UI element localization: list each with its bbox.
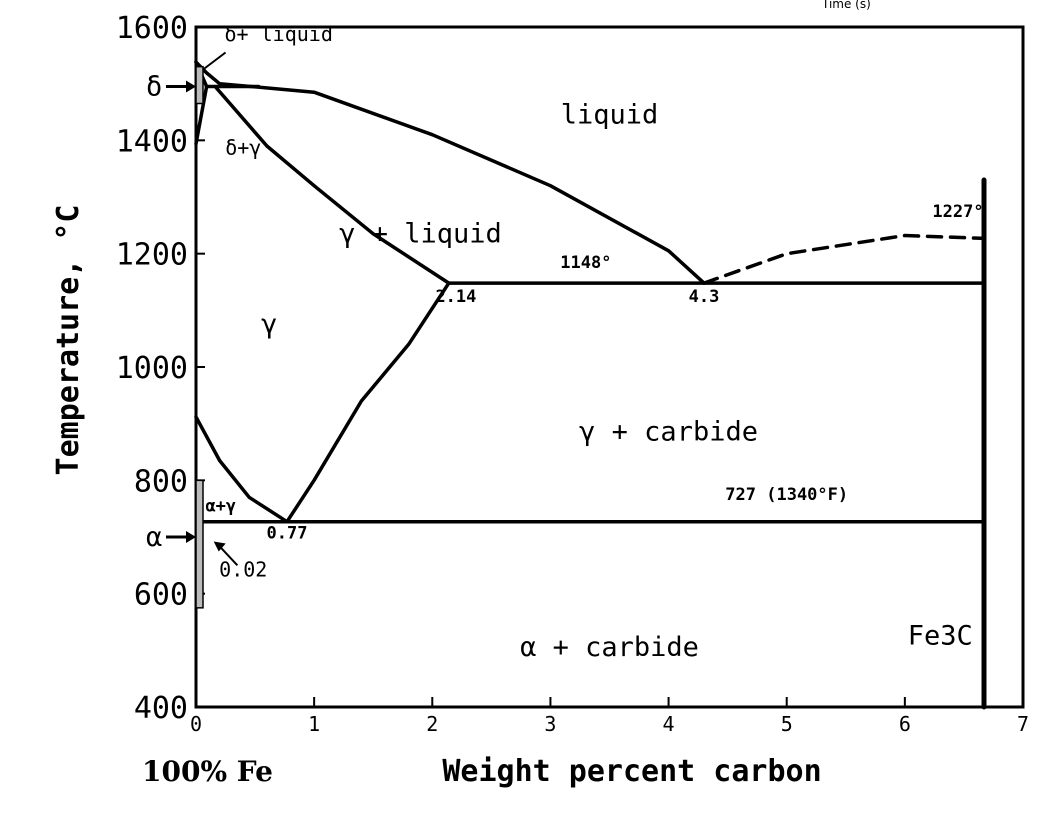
- x-tick-label: 7: [1017, 712, 1029, 736]
- point-annotation: 727 (1340°F): [725, 485, 848, 505]
- axis-marker-arrowhead: [186, 80, 196, 93]
- phase-boundary-line: [285, 281, 451, 524]
- axis-marker-arrowhead: [186, 531, 196, 543]
- cropped-header-text: Time (s): [821, 0, 871, 11]
- origin-label: 100% Fe: [142, 755, 273, 788]
- axis-marker-label: δ: [146, 72, 162, 103]
- point-annotation: 2.14: [435, 287, 476, 307]
- point-annotation: 1227°: [932, 202, 983, 222]
- phase-boundary-line: [194, 84, 209, 146]
- region-label: α + carbide: [520, 632, 699, 663]
- y-tick-label: 400: [134, 691, 188, 726]
- phase-boundary-line: [194, 60, 706, 285]
- region-label: liquid: [561, 99, 659, 130]
- y-axis-title: Temperature, °C: [51, 205, 86, 476]
- delta-band: [195, 65, 204, 105]
- region-label: Fe3C: [908, 621, 973, 652]
- x-tick-label: 2: [426, 712, 438, 736]
- x-tick-label: 5: [781, 712, 793, 736]
- y-tick-label: 1000: [116, 351, 188, 386]
- y-tick-label: 1600: [116, 11, 188, 46]
- x-axis-title: Weight percent carbon: [442, 754, 821, 789]
- point-annotation: 1148°: [560, 253, 611, 273]
- x-tick-label: 4: [663, 712, 675, 736]
- axis-marker-label: α: [146, 522, 162, 553]
- region-label: δ+γ: [225, 136, 261, 160]
- y-tick-label: 1200: [116, 238, 188, 273]
- y-tick-label: 600: [134, 578, 188, 613]
- region-label: δ+ liquid: [225, 22, 333, 46]
- region-label: α+γ: [205, 497, 236, 517]
- region-label: γ + carbide: [579, 417, 758, 448]
- point-annotation: 4.3: [689, 287, 720, 307]
- x-tick-label: 0: [190, 712, 202, 736]
- x-tick-label: 3: [544, 712, 556, 736]
- annotation-pointer: [202, 51, 227, 71]
- region-label: γ: [261, 309, 277, 340]
- y-tick-label: 1400: [116, 124, 188, 159]
- point-annotation: 0.02: [219, 558, 267, 582]
- phase-boundary-line: [702, 233, 986, 285]
- x-tick-label: 6: [899, 712, 911, 736]
- region-label: γ + liquid: [339, 218, 502, 249]
- alpha-band: [195, 479, 204, 609]
- phase-boundary-line: [214, 85, 451, 285]
- point-annotation: 0.77: [266, 524, 307, 544]
- phase-boundary-line: [194, 415, 289, 524]
- annotation-pointer-head: [213, 541, 226, 552]
- y-tick-label: 800: [134, 464, 188, 499]
- x-tick-label: 1: [308, 712, 320, 736]
